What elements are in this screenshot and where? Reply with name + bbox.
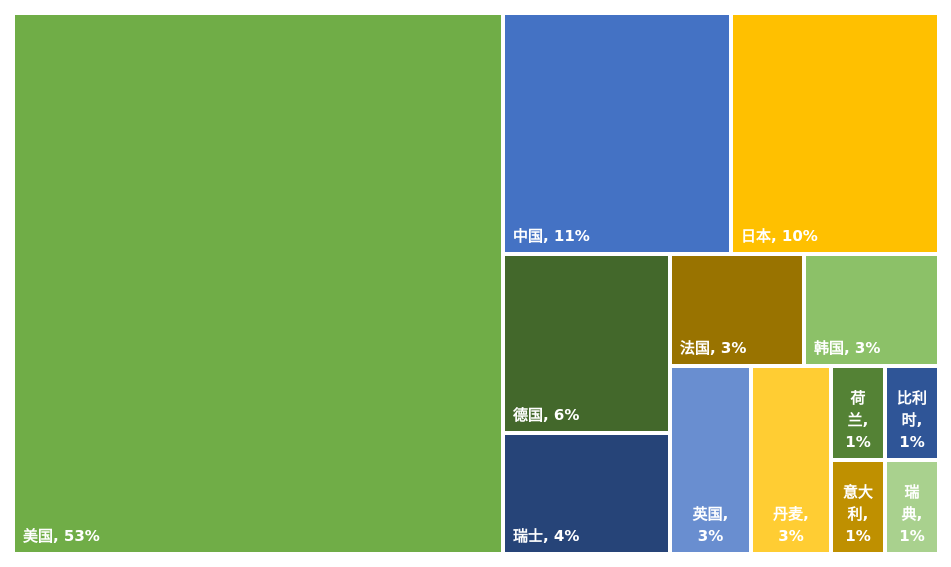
treemap-tile: 法国, 3%: [670, 254, 804, 366]
treemap-tile-label: 英国, 3%: [692, 505, 729, 545]
treemap-tile: 意大 利, 1%: [831, 460, 885, 554]
treemap-tile: 瑞士, 4%: [503, 433, 670, 554]
treemap-tile-label: 韩国, 3%: [814, 339, 881, 357]
treemap-tile-label: 美国, 53%: [23, 527, 100, 545]
treemap-tile: 英国, 3%: [670, 366, 751, 554]
treemap-tile: 荷兰, 1%: [831, 366, 885, 460]
treemap-tile-label: 瑞士, 4%: [513, 527, 580, 545]
treemap-tile: 德国, 6%: [503, 254, 670, 433]
treemap-tile-label: 意大 利, 1%: [842, 483, 873, 545]
treemap-tile-label: 丹麦, 3%: [773, 505, 809, 545]
treemap-tile-label: 比利 时, 1%: [896, 389, 927, 451]
treemap-tile: 韩国, 3%: [804, 254, 939, 366]
treemap-tile: 丹麦, 3%: [751, 366, 831, 554]
treemap-tile-label: 瑞典, 1%: [899, 483, 925, 545]
treemap-tile-label: 日本, 10%: [741, 227, 818, 245]
treemap-tile-label: 中国, 11%: [513, 227, 590, 245]
treemap-tile: 美国, 53%: [13, 13, 503, 554]
treemap-tile: 瑞典, 1%: [885, 460, 939, 554]
treemap-tile: 中国, 11%: [503, 13, 731, 254]
treemap-tile-label: 法国, 3%: [680, 339, 747, 357]
treemap-tile-label: 德国, 6%: [513, 406, 580, 424]
treemap-tile: 日本, 10%: [731, 13, 939, 254]
treemap-tile: 比利 时, 1%: [885, 366, 939, 460]
treemap-tile-label: 荷兰, 1%: [845, 389, 871, 451]
